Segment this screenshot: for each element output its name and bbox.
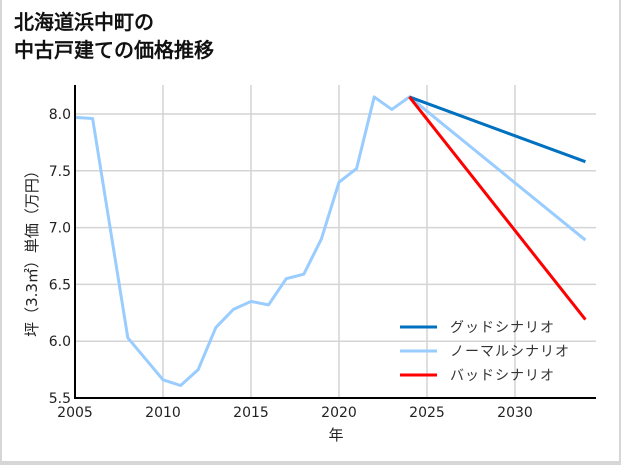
y-tick-label: 7.0 — [49, 221, 71, 237]
x-tick-label: 2005 — [57, 405, 93, 421]
y-tick-label: 6.5 — [49, 277, 71, 293]
legend-label: グッドシナリオ — [450, 320, 555, 336]
series-line — [408, 96, 587, 321]
x-tick-label: 2030 — [497, 405, 533, 421]
grid-lines — [75, 85, 596, 399]
axes — [74, 85, 596, 399]
legend-label: バッドシナリオ — [450, 368, 555, 384]
x-tick-label: 2020 — [321, 405, 357, 421]
tick-labels: 5.5 6.0 6.5 7.0 7.5 8.0 2005 2010 2015 2020 2025 20… — [49, 107, 533, 421]
chart-title-line2: 中古戸建ての価格推移 — [14, 38, 214, 62]
y-tick-label: 6.0 — [49, 334, 71, 350]
y-tick-label: 7.5 — [49, 164, 71, 180]
x-tick-label: 2015 — [233, 405, 269, 421]
chart-title: 北海道浜中町の 中古戸建ての価格推移 — [14, 8, 214, 64]
y-tick-label: 5.5 — [49, 391, 71, 407]
series-line — [408, 95, 586, 164]
x-axis-label: 年 — [328, 426, 343, 444]
y-axis-label: 坪（3.3㎡）単価（万円） — [23, 163, 41, 337]
chart-title-line1: 北海道浜中町の — [14, 10, 154, 34]
legend-label: ノーマルシナリオ — [450, 344, 570, 360]
y-tick-label: 8.0 — [49, 107, 71, 123]
series-line — [74, 95, 587, 388]
x-tick-label: 2010 — [145, 405, 181, 421]
data-series — [74, 95, 587, 388]
x-tick-label: 2025 — [409, 405, 445, 421]
